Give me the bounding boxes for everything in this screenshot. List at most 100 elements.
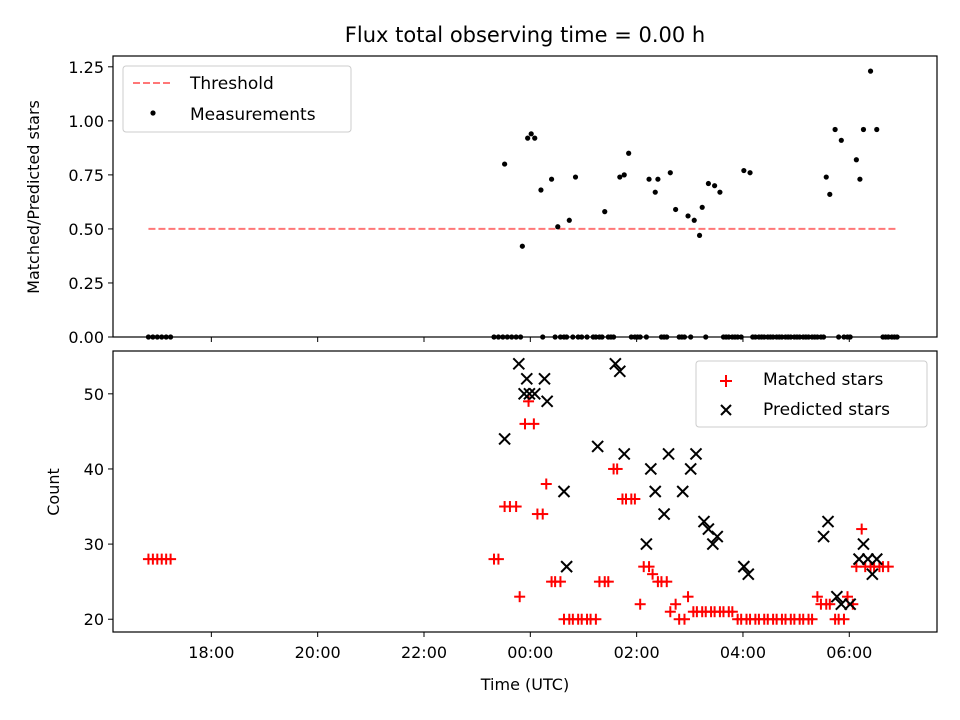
predicted-star-point <box>711 530 724 543</box>
predicted-star-point <box>689 447 703 461</box>
measurement-point <box>652 189 658 195</box>
matched-star-point <box>882 561 894 573</box>
matched-star-point <box>629 493 641 505</box>
matched-star-point <box>682 591 694 603</box>
predicted-star-point <box>821 515 835 528</box>
measurement-point <box>838 137 844 143</box>
predicted-star-point <box>644 462 658 476</box>
predicted-star-point <box>817 530 830 543</box>
predicted-legend-swatch <box>720 404 732 416</box>
predicted-star-point <box>649 485 662 498</box>
bottom-y-tick-label: 30 <box>84 535 104 554</box>
measurement-point <box>602 209 608 215</box>
measurement-point <box>867 68 874 74</box>
measurement-point <box>538 187 544 193</box>
measurement-point <box>621 172 627 178</box>
matched-star-point <box>678 613 690 625</box>
bottom-y-axis-label: Count <box>44 468 63 516</box>
predicted-star-point <box>591 440 604 453</box>
matched-star-point <box>664 606 676 618</box>
top-y-ticks: 0.00 0.25 0.50 0.75 1.00 1.25 <box>68 58 113 347</box>
matched-star-point <box>670 598 682 610</box>
predicted-star-point <box>512 357 526 370</box>
predicted-star-point <box>684 462 697 476</box>
bottom-x-ticks: 18:00 20:00 22:00 00:00 02:00 04:00 06:00 <box>188 632 872 662</box>
measurement-point <box>747 170 753 176</box>
top-y-tick-label: 0.25 <box>68 274 104 293</box>
matched-star-point <box>824 598 836 610</box>
matched-star-point <box>634 598 646 610</box>
bottom-legend-box <box>695 360 928 428</box>
bottom-x-tick-label: 04:00 <box>720 643 766 662</box>
matched-star-point <box>611 463 623 475</box>
bottom-legend: Matched stars Predicted stars <box>695 360 928 428</box>
top-x-ticks <box>210 337 850 342</box>
measurement-point <box>823 174 829 180</box>
matched-star-point <box>492 553 504 565</box>
bottom-x-tick-label: 06:00 <box>826 643 872 662</box>
predicted-star-point <box>857 537 870 551</box>
measurement-point <box>853 157 859 163</box>
matched-star-point <box>811 591 823 603</box>
measurement-point <box>699 204 705 210</box>
predicted-star-point <box>697 515 711 528</box>
predicted-star-point <box>640 537 653 551</box>
matched-star-point <box>554 576 566 588</box>
measurement-point <box>519 243 525 249</box>
measurements-legend-label: Measurements <box>190 105 316 125</box>
x-axis-label: Time (UTC) <box>480 675 569 694</box>
top-legend: Threshold Measurements <box>122 65 352 133</box>
measurement-point <box>626 150 632 156</box>
matched-legend-swatch <box>720 375 732 387</box>
measurement-point <box>532 135 538 141</box>
top-y-tick-label: 0.50 <box>68 220 104 239</box>
bottom-x-tick-label: 20:00 <box>295 643 341 662</box>
measurement-point <box>525 135 531 141</box>
measurement-point <box>646 176 652 182</box>
predicted-star-point <box>613 365 627 378</box>
predicted-star-point <box>498 432 511 446</box>
measurement-point <box>566 217 572 223</box>
measurement-point <box>617 174 623 180</box>
predicted-star-point <box>560 560 573 573</box>
bottom-x-tick-label: 00:00 <box>507 643 553 662</box>
predicted-star-point <box>852 552 866 566</box>
threshold-legend-label: Threshold <box>189 74 274 94</box>
measurement-point <box>572 174 579 180</box>
measurement-point <box>691 217 697 223</box>
matched-star-point <box>537 508 549 520</box>
measurement-point <box>827 191 833 197</box>
predicted-star-point <box>528 387 541 401</box>
predicted-star-point <box>657 507 671 521</box>
measurement-point <box>685 213 691 219</box>
predicted-star-point <box>523 387 536 401</box>
predicted-star-point <box>676 485 689 498</box>
top-y-tick-label: 0.75 <box>68 166 104 185</box>
matched-star-point <box>647 568 659 580</box>
predicted-star-point <box>706 537 720 551</box>
predicted-star-point <box>870 552 883 566</box>
matched-star-point <box>643 561 655 573</box>
predicted-star-point <box>538 372 551 386</box>
measurement-point <box>832 126 838 133</box>
bottom-x-tick-label: 18:00 <box>188 643 234 662</box>
measurement-point <box>528 131 534 137</box>
top-y-tick-label: 0.00 <box>68 328 104 347</box>
measurement-point <box>717 189 723 195</box>
matched-legend-label: Matched stars <box>763 370 883 390</box>
predicted-legend-label: Predicted stars <box>763 400 890 420</box>
predicted-star-point <box>861 552 875 566</box>
matched-star-point <box>602 576 614 588</box>
matched-star-point <box>510 501 522 513</box>
measurement-point <box>667 170 673 176</box>
predicted-star-point <box>609 357 622 370</box>
top-y-axis-label: Matched/Predicted stars <box>24 100 43 294</box>
predicted-star-point <box>618 447 631 461</box>
measurement-point <box>655 176 661 182</box>
predicted-star-point <box>843 597 857 611</box>
predicted-star-point <box>737 560 751 573</box>
bottom-y-tick-label: 40 <box>84 460 104 479</box>
predicted-star-point <box>662 447 675 461</box>
top-y-tick-label: 1.00 <box>68 112 104 131</box>
